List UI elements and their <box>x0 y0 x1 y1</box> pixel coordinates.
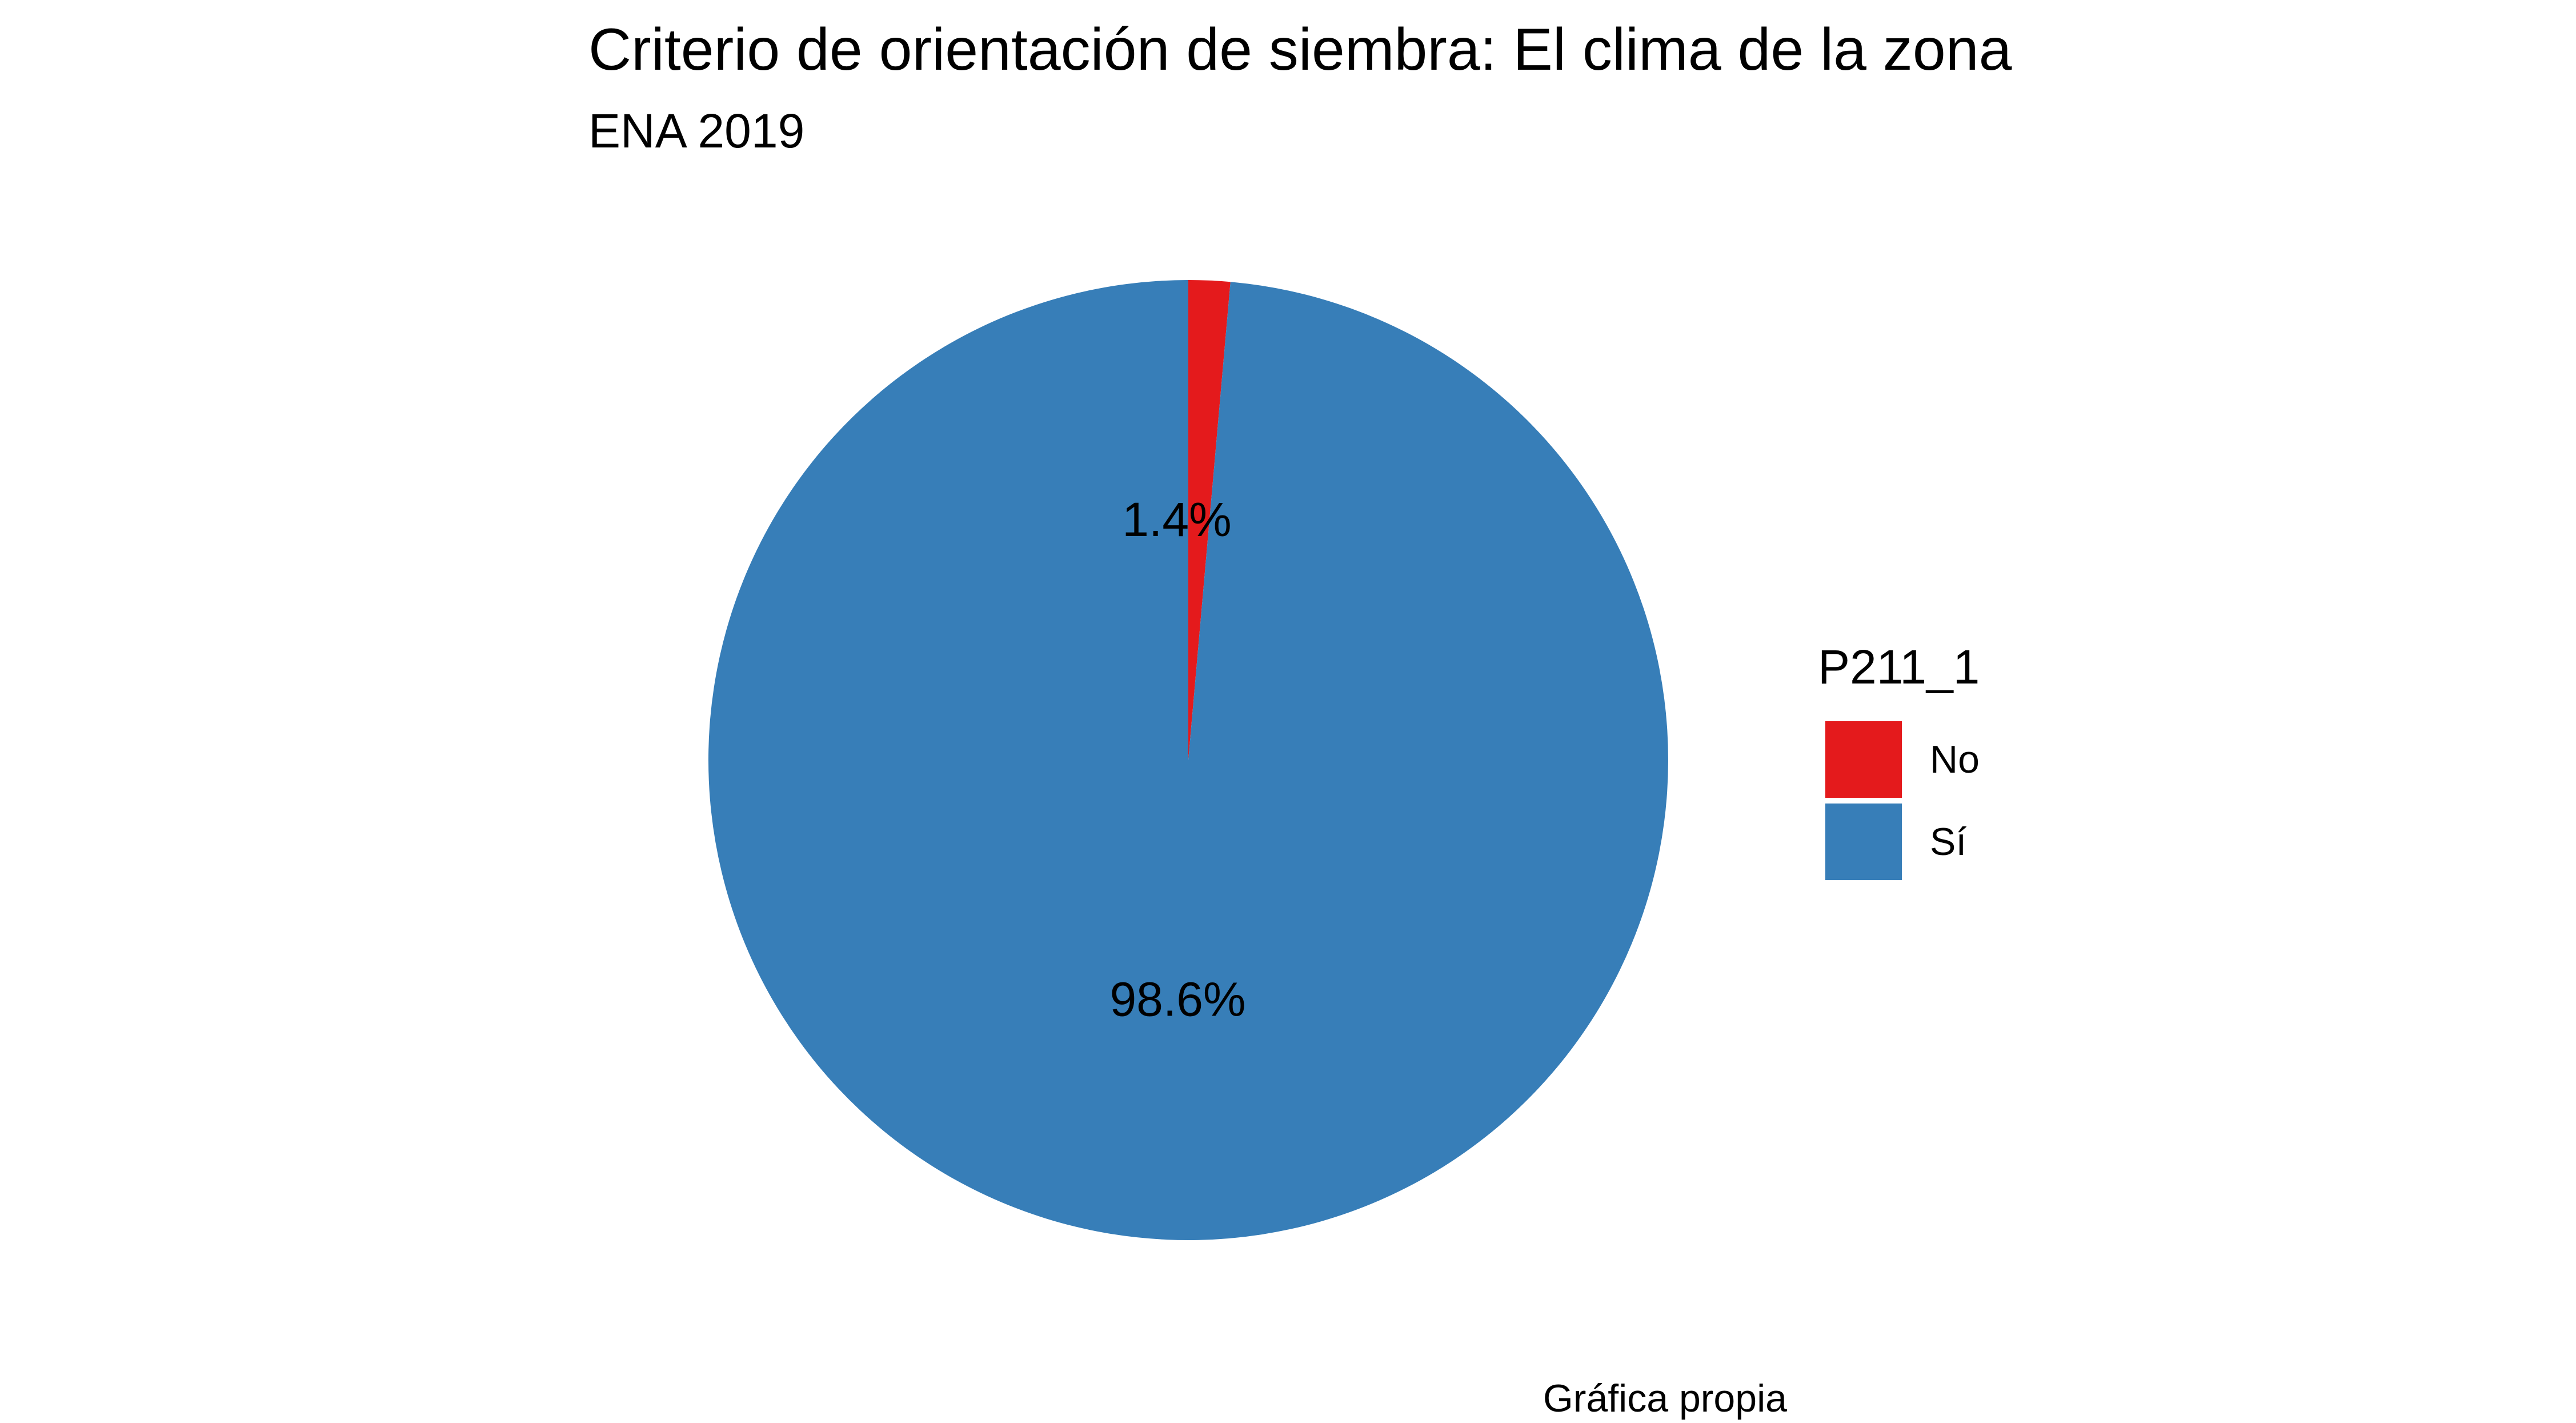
pie-slice-no <box>1188 280 1231 760</box>
legend-label-si: Sí <box>1930 820 1966 864</box>
slice-label-no: 1.4% <box>1122 493 1231 546</box>
chart-title: Criterio de orientación de siembra: El c… <box>588 17 2012 83</box>
pie-slice-si <box>708 280 1669 1241</box>
legend-key-si <box>1825 804 1902 880</box>
legend-key-no <box>1825 721 1902 798</box>
slice-label-si: 98.6% <box>1109 973 1245 1026</box>
legend-items: No Sí <box>1825 721 1980 880</box>
pie-slice-labels: 1.4% 98.6% <box>1109 493 1245 1026</box>
chart-subtitle: ENA 2019 <box>588 104 804 158</box>
pie-slices <box>708 280 1669 1241</box>
legend-title: P211_1 <box>1818 640 1980 694</box>
legend-label-no: No <box>1930 738 1980 781</box>
legend: P211_1 No Sí <box>1818 640 1980 880</box>
chart-caption: Gráfica propia <box>1543 1377 1787 1420</box>
